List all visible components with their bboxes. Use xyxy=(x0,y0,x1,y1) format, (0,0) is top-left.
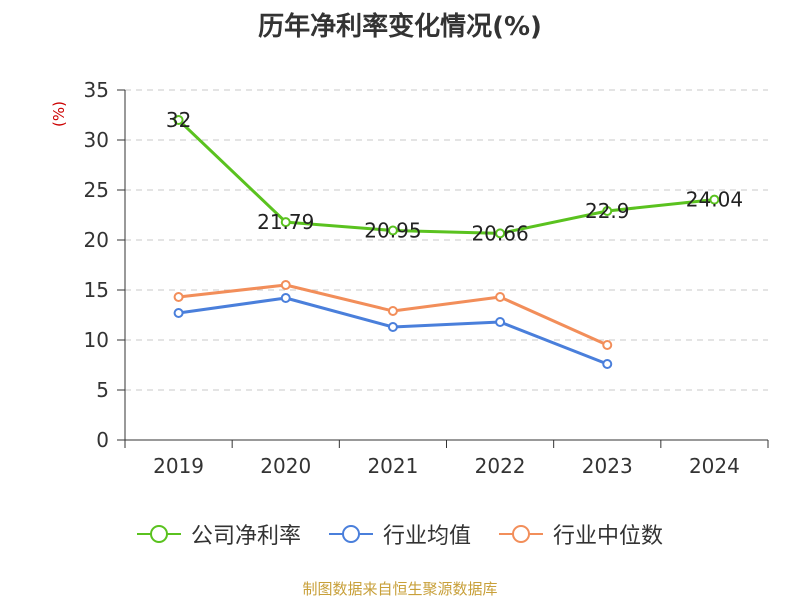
x-tick-label: 2021 xyxy=(367,454,418,478)
x-tick-label: 2019 xyxy=(153,454,204,478)
y-tick-label: 15 xyxy=(84,278,109,302)
legend: 公司净利率 行业均值 行业中位数 xyxy=(0,518,800,550)
data-point xyxy=(280,280,291,290)
series-line xyxy=(177,118,715,235)
y-tick-label: 0 xyxy=(96,428,109,452)
x-tick-label: 2020 xyxy=(260,454,311,478)
data-point xyxy=(495,292,506,302)
legend-label: 行业均值 xyxy=(382,524,471,549)
series-lines xyxy=(173,115,720,369)
legend-marker-icon xyxy=(136,525,181,543)
legend-label: 行业中位数 xyxy=(553,524,664,549)
data-point xyxy=(602,340,613,350)
legend-item-industry-mean[interactable]: 行业均值 xyxy=(328,518,471,550)
data-point xyxy=(387,225,398,236)
data-point xyxy=(173,308,184,318)
y-tick-label: 5 xyxy=(96,378,109,402)
data-point xyxy=(602,206,613,216)
source-note: 制图数据来自恒生聚源数据库 xyxy=(302,580,498,598)
data-point xyxy=(280,217,291,228)
legend-marker-icon xyxy=(499,525,543,543)
data-point xyxy=(173,115,184,125)
data-point xyxy=(387,306,398,316)
y-tick-label: 10 xyxy=(84,328,109,352)
data-point xyxy=(602,359,613,369)
x-tick-label: 2023 xyxy=(582,454,633,478)
grid-lines xyxy=(125,89,768,391)
legend-item-industry-median[interactable]: 行业中位数 xyxy=(499,518,663,550)
data-point xyxy=(280,293,291,303)
legend-marker-icon xyxy=(328,525,373,543)
data-point xyxy=(495,317,506,327)
data-label: 20.95 xyxy=(364,219,421,243)
data-labels: 32 21.79 20.95 20.66 22.9 24.04 xyxy=(166,108,743,245)
data-point xyxy=(709,194,720,205)
data-label: 24.04 xyxy=(686,188,743,212)
y-tick-label: 25 xyxy=(84,178,109,202)
data-point xyxy=(495,228,506,239)
chart-title: 历年净利率变化情况(%) xyxy=(258,12,542,42)
y-tick-label: 30 xyxy=(84,128,109,152)
legend-label: 公司净利率 xyxy=(190,524,301,549)
legend-item-company[interactable]: 公司净利率 xyxy=(136,518,301,550)
data-point xyxy=(173,292,184,302)
data-label: 32 xyxy=(166,108,191,132)
data-label: 21.79 xyxy=(257,210,314,234)
axes: 0 5 10 15 20 25 30 35 2019 2020 2021 2022 2023 2024 xyxy=(84,78,769,478)
y-tick-label: 35 xyxy=(84,78,109,102)
x-tick-label: 2022 xyxy=(475,454,526,478)
data-point xyxy=(387,322,398,332)
data-label: 20.66 xyxy=(471,221,528,245)
x-tick-label: 2024 xyxy=(689,454,740,478)
y-tick-label: 20 xyxy=(84,228,109,252)
data-label: 22.9 xyxy=(585,199,630,223)
